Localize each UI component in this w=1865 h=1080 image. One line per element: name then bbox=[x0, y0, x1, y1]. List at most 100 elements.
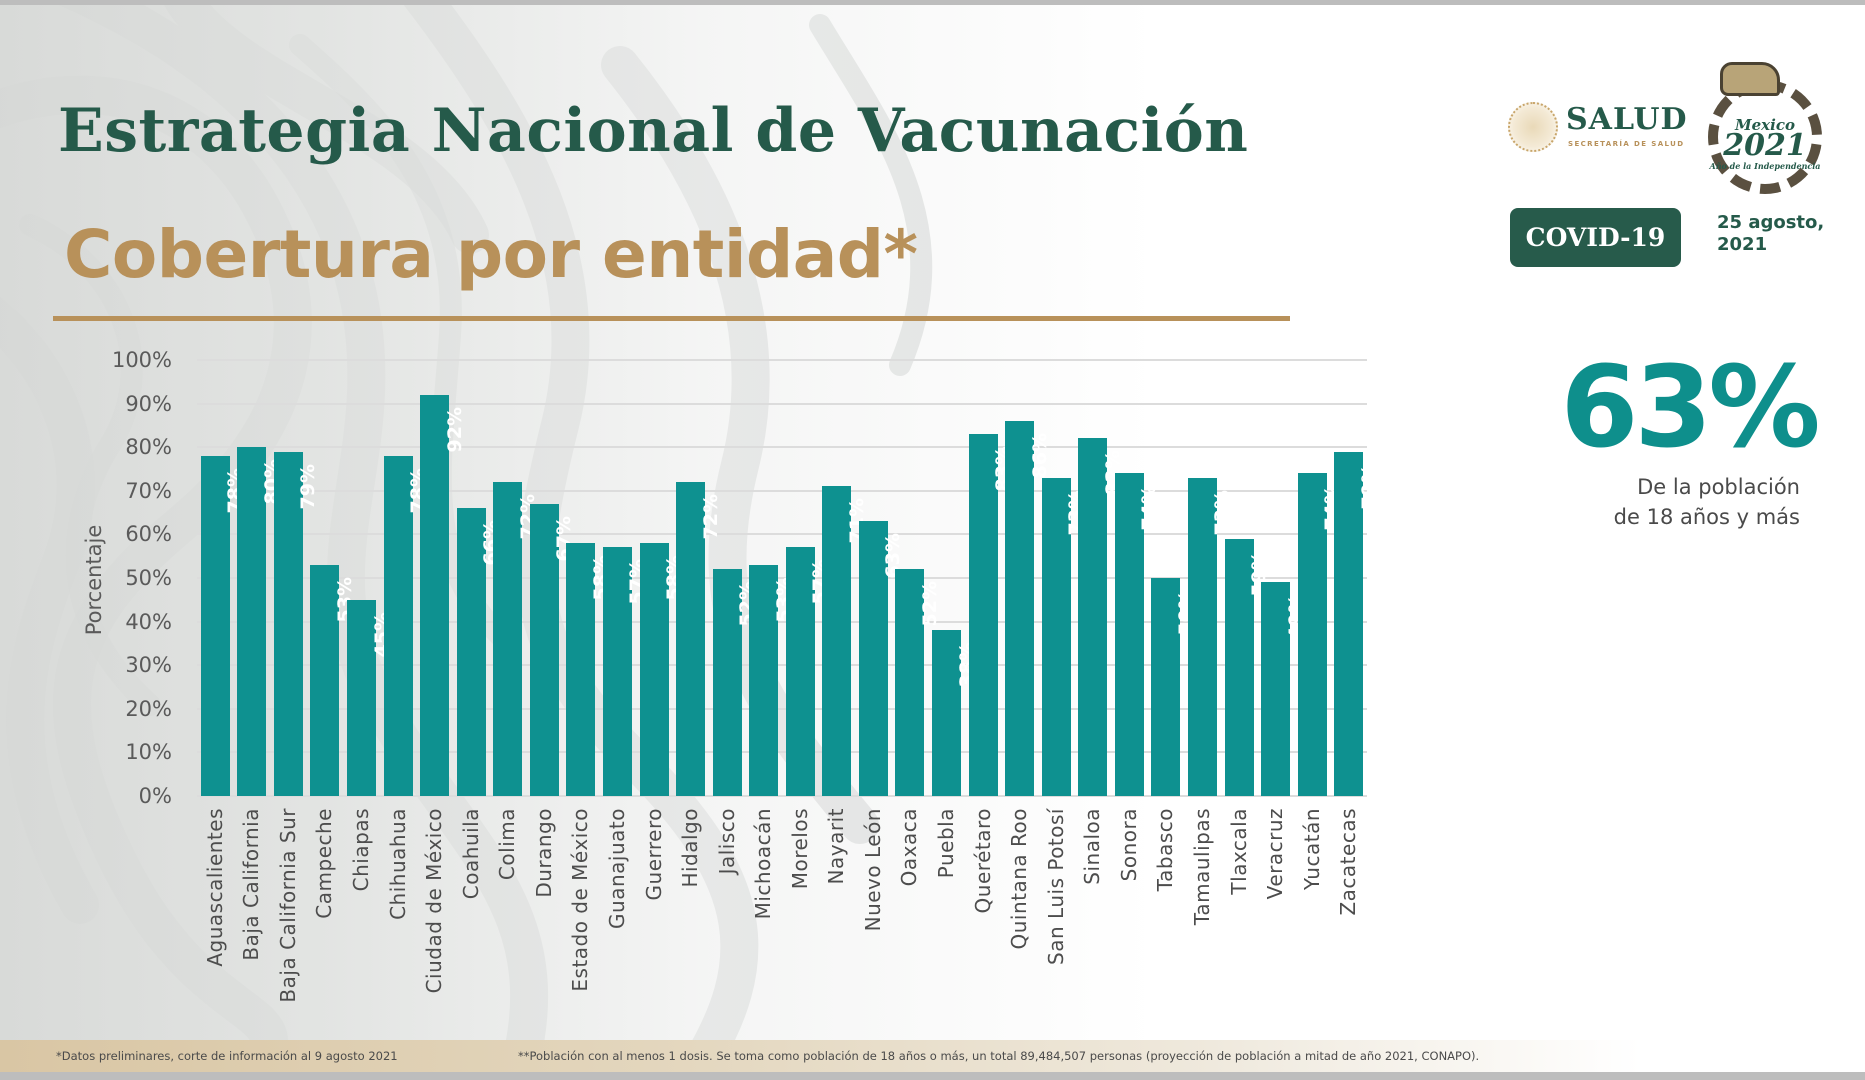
bar: 79% bbox=[273, 451, 319, 796]
bar: 92% bbox=[420, 394, 466, 796]
gridline bbox=[197, 402, 1367, 405]
y-tick-label: 50% bbox=[125, 566, 172, 590]
y-tick-label: 70% bbox=[125, 478, 172, 503]
bar-value-label: 86% bbox=[1028, 433, 1051, 479]
bar: 78% bbox=[200, 455, 246, 796]
top-border-strip bbox=[0, 0, 1865, 5]
kpi-caption-line1: De la población bbox=[1637, 475, 1800, 499]
bar: 80% bbox=[237, 447, 283, 796]
report-date-line1: 25 agosto, bbox=[1717, 212, 1825, 233]
bar: 66% bbox=[456, 508, 502, 796]
y-tick-label: 10% bbox=[125, 740, 172, 765]
kpi-national-coverage: 63% bbox=[1560, 343, 1820, 473]
bar-value-label: 72% bbox=[699, 494, 722, 540]
report-date: 25 agosto, 2021 bbox=[1717, 212, 1847, 256]
bar-value-label: 73% bbox=[1211, 489, 1234, 536]
bar-value-label: 79% bbox=[297, 463, 320, 510]
kpi-caption: De la población de 18 años y más bbox=[1560, 472, 1800, 532]
x-category-label: Campeche bbox=[312, 808, 337, 919]
page-subtitle: Cobertura por entidad* bbox=[64, 216, 918, 293]
bar: 67% bbox=[529, 503, 575, 796]
x-category-label: Baja California bbox=[239, 808, 264, 961]
bar: 50% bbox=[1151, 578, 1197, 796]
salud-logo-name: SALUD bbox=[1566, 102, 1688, 137]
bar-value-label: 79% bbox=[1357, 463, 1380, 510]
y-tick-label: 40% bbox=[125, 609, 172, 634]
bar-value-label: 52% bbox=[918, 581, 941, 627]
bar: 71% bbox=[822, 486, 868, 796]
x-category-label: Nuevo León bbox=[860, 808, 885, 932]
footer-note-population: **Población con al menos 1 dosis. Se tom… bbox=[518, 1049, 1480, 1063]
bar: 74% bbox=[1114, 473, 1160, 796]
x-category-label: Tamaulipas bbox=[1189, 808, 1214, 926]
bar: 53% bbox=[310, 564, 356, 796]
bar: 73% bbox=[1187, 477, 1233, 796]
y-tick-label: 0% bbox=[138, 784, 172, 808]
x-category-label: Querétaro bbox=[970, 808, 995, 914]
bar: 57% bbox=[785, 547, 831, 796]
serpent-head-icon bbox=[1720, 62, 1780, 96]
bar-value-label: 74% bbox=[1138, 485, 1161, 531]
mexico-2021-logo: Mexico 2021 Año de la Independencia bbox=[1706, 62, 1824, 198]
gridline bbox=[197, 664, 1367, 667]
footer-note-preliminary: *Datos preliminares, corte de informació… bbox=[56, 1049, 398, 1063]
bar: 58% bbox=[566, 543, 612, 796]
x-category-label: Guanajuato bbox=[604, 808, 629, 929]
x-category-label: Quintana Roo bbox=[1007, 808, 1032, 950]
logo-2021-country: Mexico bbox=[1735, 116, 1795, 134]
gridline bbox=[197, 795, 1367, 797]
bar: 86% bbox=[1005, 421, 1051, 796]
x-category-label: Aguascalientes bbox=[202, 808, 227, 967]
bar: 79% bbox=[1334, 451, 1380, 796]
bar-value-label: 92% bbox=[443, 406, 466, 453]
background-fade bbox=[0, 5, 1865, 1040]
bar: 78% bbox=[383, 455, 429, 796]
x-category-label: Morelos bbox=[787, 808, 812, 890]
logo-2021-caption: Año de la Independencia bbox=[1709, 161, 1821, 171]
gridline bbox=[197, 359, 1367, 361]
salud-logo-subtitle: SECRETARÍA DE SALUD bbox=[1568, 140, 1685, 148]
bottom-border-strip bbox=[0, 1072, 1865, 1080]
x-category-label: Veracruz bbox=[1263, 808, 1288, 900]
bar: 53% bbox=[749, 564, 795, 796]
report-date-line2: 2021 bbox=[1717, 234, 1768, 255]
gridline bbox=[197, 533, 1367, 536]
gridline bbox=[197, 446, 1367, 449]
bar: 52% bbox=[712, 569, 758, 796]
title-divider bbox=[53, 316, 1290, 321]
x-category-label: Michoacán bbox=[751, 808, 776, 920]
bar: 72% bbox=[493, 482, 539, 796]
y-tick-label: 30% bbox=[125, 653, 172, 678]
page-title: Estrategia Nacional de Vacunación bbox=[58, 96, 1249, 166]
bar: 82% bbox=[1078, 438, 1124, 796]
bar: 45% bbox=[347, 599, 393, 796]
x-category-label: Estado de México bbox=[568, 808, 593, 992]
national-seal-icon bbox=[1508, 102, 1558, 152]
bar: 72% bbox=[676, 482, 722, 796]
x-category-label: Sinaloa bbox=[1080, 808, 1105, 885]
background-pattern bbox=[0, 5, 1865, 1040]
x-category-label: Colima bbox=[495, 808, 520, 881]
bar: 59% bbox=[1224, 538, 1270, 796]
gridline bbox=[197, 751, 1367, 754]
footer-notes: *Datos preliminares, corte de informació… bbox=[0, 1040, 1865, 1072]
x-category-label: Guerrero bbox=[641, 808, 666, 901]
gridline bbox=[197, 620, 1367, 623]
y-tick-label: 20% bbox=[125, 696, 172, 721]
x-category-label: Tlaxcala bbox=[1226, 808, 1251, 895]
x-category-label: Coahuila bbox=[458, 808, 483, 900]
x-category-label: Yucatán bbox=[1299, 808, 1324, 891]
x-category-label: Nayarit bbox=[824, 808, 849, 885]
y-tick-label: 90% bbox=[125, 391, 172, 416]
x-category-label: Hidalgo bbox=[678, 808, 703, 888]
x-category-label: Zacatecas bbox=[1336, 808, 1361, 916]
bar: 63% bbox=[858, 521, 904, 796]
y-tick-label: 60% bbox=[125, 522, 172, 547]
bar: 49% bbox=[1261, 582, 1307, 796]
gridline bbox=[197, 489, 1367, 492]
y-tick-label: 80% bbox=[125, 435, 172, 460]
bar: 52% bbox=[895, 569, 941, 796]
bar: 83% bbox=[968, 434, 1014, 796]
salud-logo: SALUD SECRETARÍA DE SALUD bbox=[1506, 98, 1688, 158]
logo-2021-year: 2021 bbox=[1723, 128, 1807, 163]
